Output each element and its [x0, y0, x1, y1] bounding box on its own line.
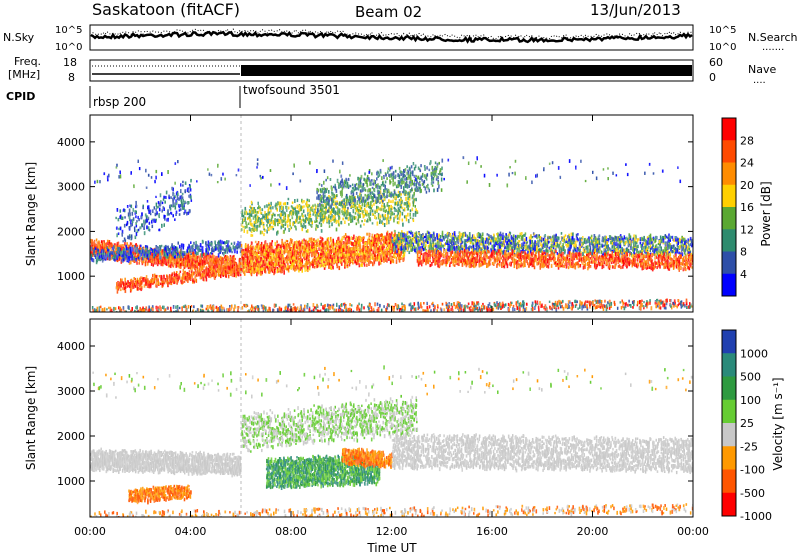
cpid-mode-1: rbsp 200 [93, 95, 146, 109]
echo-cell [90, 313, 92, 316]
echo-cell [108, 313, 110, 316]
cpid-label: CPID [6, 90, 35, 103]
echo-cell [127, 313, 129, 317]
echo-cell [101, 313, 103, 316]
freq-unit: [MHz] [8, 68, 40, 81]
echo-cell [190, 313, 192, 315]
cpid-panel: CPID rbsp 200 twofsound 3501 [6, 83, 340, 109]
beam-title: Beam 02 [355, 3, 422, 21]
noise-sky-label: N.Sky [3, 31, 35, 44]
nave-right-tick-top: 60 [709, 56, 723, 69]
echo-cell [192, 313, 194, 316]
echo-cell [99, 314, 101, 317]
freq-label: Freq. [14, 55, 41, 68]
noise-search-dots: ....... [762, 42, 784, 53]
site-title: Saskatoon (fitACF) [92, 0, 240, 19]
echo-cell [201, 312, 203, 316]
nave-label: Nave [748, 63, 776, 76]
cpid-mode-2: twofsound 3501 [243, 83, 340, 97]
noise-right-tick-bottom: 10^0 [709, 42, 736, 53]
echo-cell [193, 312, 195, 316]
date-title: 13/Jun/2013 [590, 1, 681, 19]
noise-search-label: N.Search [748, 31, 798, 44]
noise-left-tick-top: 10^5 [55, 25, 82, 36]
echo-cell [115, 313, 117, 316]
noise-left-tick-bottom: 10^0 [55, 42, 82, 53]
echo-cell [147, 312, 149, 316]
echo-cell [125, 313, 127, 316]
echo-cell [95, 313, 97, 315]
freq-panel: Freq. [MHz] Nave .... 18 8 60 0 [8, 55, 776, 86]
echo-cell [110, 312, 112, 315]
echo-cell [101, 312, 103, 316]
echo-cell [187, 312, 189, 315]
echo-cell [125, 312, 127, 316]
freq-left-tick-top: 18 [63, 56, 77, 69]
nave-right-tick-bottom: 0 [709, 71, 716, 84]
echo-cell [134, 313, 136, 316]
freq-left-tick-bottom: 8 [68, 71, 75, 84]
nave-dots: .... [753, 75, 766, 86]
echo-cell [139, 312, 141, 314]
echo-cell [153, 312, 155, 316]
noise-panel: N.Sky N.Search ....... 10^5 10^0 10^5 10… [3, 24, 798, 53]
echo-cell [109, 313, 111, 317]
echo-cell [158, 313, 160, 316]
echo-cell [99, 312, 101, 315]
echo-cell [130, 313, 132, 316]
noise-right-tick-top: 10^5 [709, 25, 736, 36]
echo-cell [160, 313, 162, 316]
